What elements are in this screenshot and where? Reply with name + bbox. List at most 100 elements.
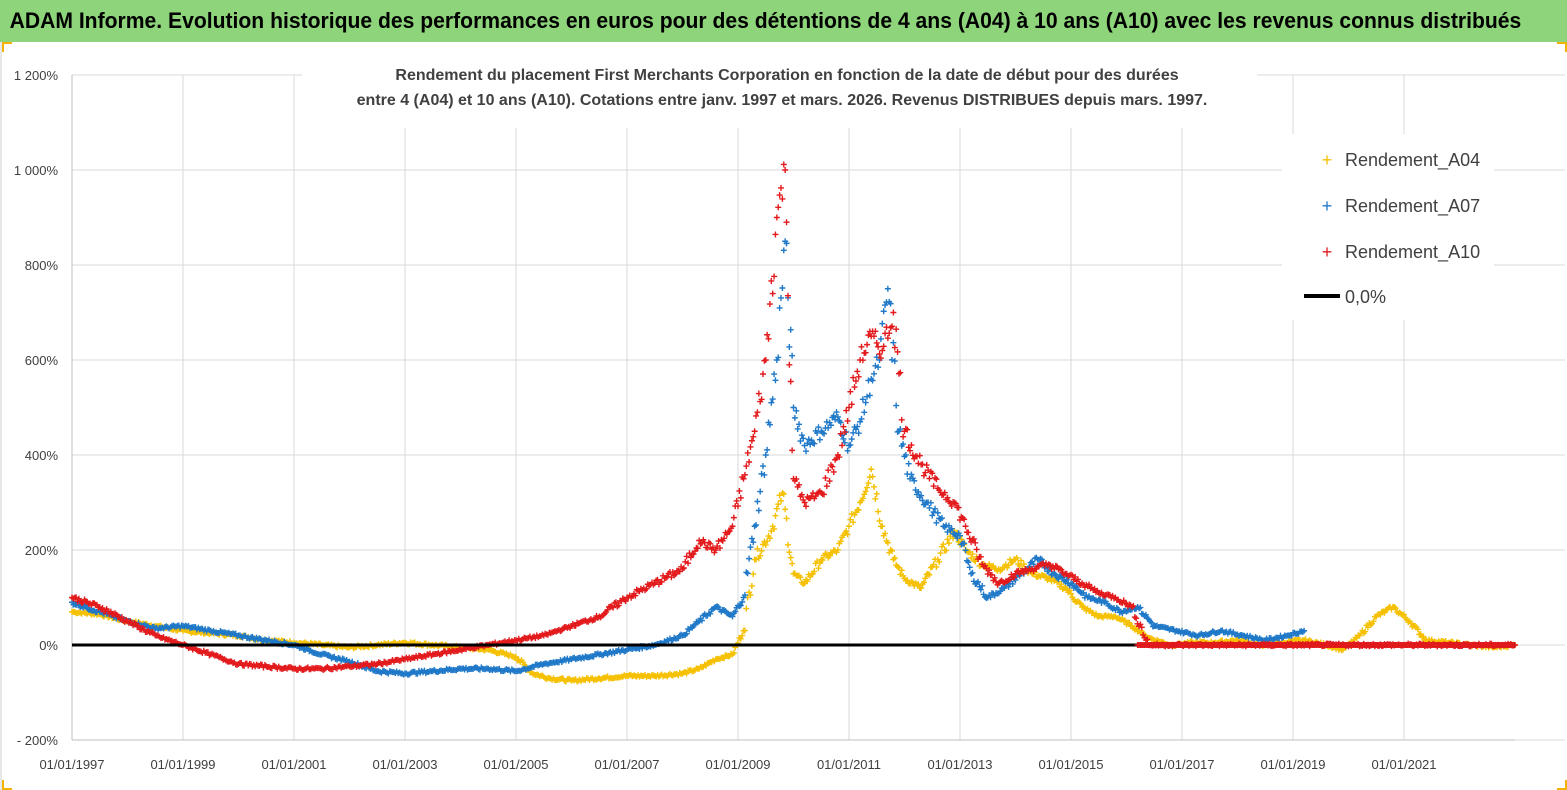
- data-point-interp: [1077, 600, 1084, 607]
- data-point-interp: [827, 422, 834, 429]
- data-point-interp: [850, 429, 857, 436]
- data-point-interp: [889, 547, 896, 554]
- data-point-interp: [741, 471, 748, 478]
- data-point-interp: [833, 409, 840, 416]
- data-point-interp: [877, 355, 884, 362]
- data-point-interp: [836, 454, 843, 461]
- report-title: ADAM Informe. Evolution historique des p…: [9, 8, 1522, 33]
- data-point-interp: [691, 548, 698, 555]
- data-point-interp: [873, 490, 880, 497]
- data-point-interp: [771, 371, 778, 378]
- data-point-interp: [741, 592, 748, 599]
- data-point-interp: [955, 504, 962, 511]
- data-point-interp: [945, 540, 952, 547]
- data-point-interp: [118, 614, 125, 621]
- data-point-interp: [766, 421, 773, 428]
- data-point-interp: [786, 361, 793, 368]
- data-point: [801, 499, 808, 506]
- data-point-interp: [819, 557, 826, 564]
- data-point-interp: [735, 503, 741, 510]
- data-point-interp: [898, 416, 905, 423]
- data-point-interp: [911, 477, 918, 484]
- data-point-interp: [975, 578, 982, 585]
- data-point-interp: [796, 421, 803, 428]
- data-point-interp: [979, 582, 986, 589]
- data-point-interp: [750, 539, 757, 546]
- data-point-interp: [758, 396, 765, 403]
- x-tick-label: 01/01/1999: [150, 757, 215, 772]
- data-point: [751, 428, 758, 435]
- series-Rendement_A07: [69, 238, 1308, 678]
- x-tick-label: 01/01/2011: [817, 757, 881, 772]
- data-point-interp: [1148, 619, 1155, 626]
- data-point-interp: [840, 423, 847, 430]
- data-point-interp: [884, 539, 891, 546]
- y-tick-label: 800%: [25, 258, 59, 273]
- data-point-interp: [880, 308, 887, 315]
- data-point-interp: [721, 535, 728, 542]
- data-point-interp: [732, 608, 739, 615]
- data-point-interp: [764, 331, 771, 338]
- data-point-interp: [904, 426, 911, 433]
- data-point-interp: [839, 442, 846, 449]
- data-point-interp: [840, 435, 847, 442]
- data-point-interp: [771, 526, 778, 533]
- data-point-interp: [882, 302, 889, 309]
- data-point-interp: [743, 463, 750, 470]
- legend-marker-a07: +: [1322, 196, 1333, 216]
- legend-item-a10: + Rendement_A10: [1322, 242, 1480, 263]
- data-point-interp: [865, 480, 872, 487]
- data-point-interp: [787, 554, 794, 561]
- data-point-interp: [1011, 574, 1018, 581]
- data-point-interp: [762, 542, 769, 549]
- data-point-interp: [704, 544, 711, 551]
- data-point: [513, 653, 519, 660]
- data-point-interp: [961, 540, 968, 547]
- data-point-interp: [1126, 619, 1133, 626]
- data-point-interp: [747, 443, 754, 450]
- data-point-interp: [1081, 604, 1088, 611]
- data-point-interp: [872, 495, 879, 502]
- data-point-interp: [941, 489, 948, 496]
- data-point-interp: [859, 357, 866, 364]
- legend-label-a07: Rendement_A07: [1345, 196, 1480, 217]
- data-point-interp: [889, 356, 896, 363]
- data-point-interp: [847, 388, 854, 395]
- data-point-interp: [822, 474, 829, 481]
- data-point-interp: [945, 522, 952, 529]
- data-point-interp: [73, 594, 80, 601]
- data-point-interp: [814, 429, 821, 436]
- data-point-interp: [753, 522, 760, 529]
- data-point-interp: [772, 512, 779, 519]
- data-point-interp: [915, 460, 922, 467]
- data-point-interp: [707, 540, 714, 547]
- data-point-interp: [855, 506, 862, 513]
- y-tick-label: - 200%: [17, 733, 59, 748]
- data-point-interp: [778, 184, 785, 191]
- data-point-interp: [859, 495, 866, 502]
- data-point: [846, 523, 852, 530]
- data-point-interp: [746, 555, 753, 562]
- legend-item-a07: + Rendement_A07: [1322, 196, 1480, 217]
- data-point-interp: [764, 538, 771, 545]
- data-point-interp: [862, 399, 869, 406]
- data-point-interp: [873, 339, 880, 346]
- data-point-interp: [997, 588, 1004, 595]
- data-point-interp: [869, 377, 876, 384]
- chart-title-line-2: entre 4 (A04) et 10 ans (A10). Cotations…: [357, 92, 1208, 109]
- data-point-interp: [926, 475, 933, 482]
- data-point-interp: [891, 554, 898, 561]
- data-point-interp: [844, 447, 851, 454]
- data-point-interp: [700, 536, 707, 543]
- data-point-interp: [1047, 562, 1054, 569]
- x-tick-label: 01/01/2013: [927, 757, 992, 772]
- data-point: [884, 285, 891, 292]
- data-point-interp: [821, 491, 828, 498]
- data-point-interp: [1063, 586, 1070, 593]
- data-point-interp: [932, 505, 939, 512]
- data-point: [890, 309, 897, 316]
- data-point-interp: [743, 569, 750, 576]
- data-point-interp: [891, 344, 898, 351]
- data-point-interp: [933, 563, 940, 570]
- data-point-interp: [775, 204, 782, 211]
